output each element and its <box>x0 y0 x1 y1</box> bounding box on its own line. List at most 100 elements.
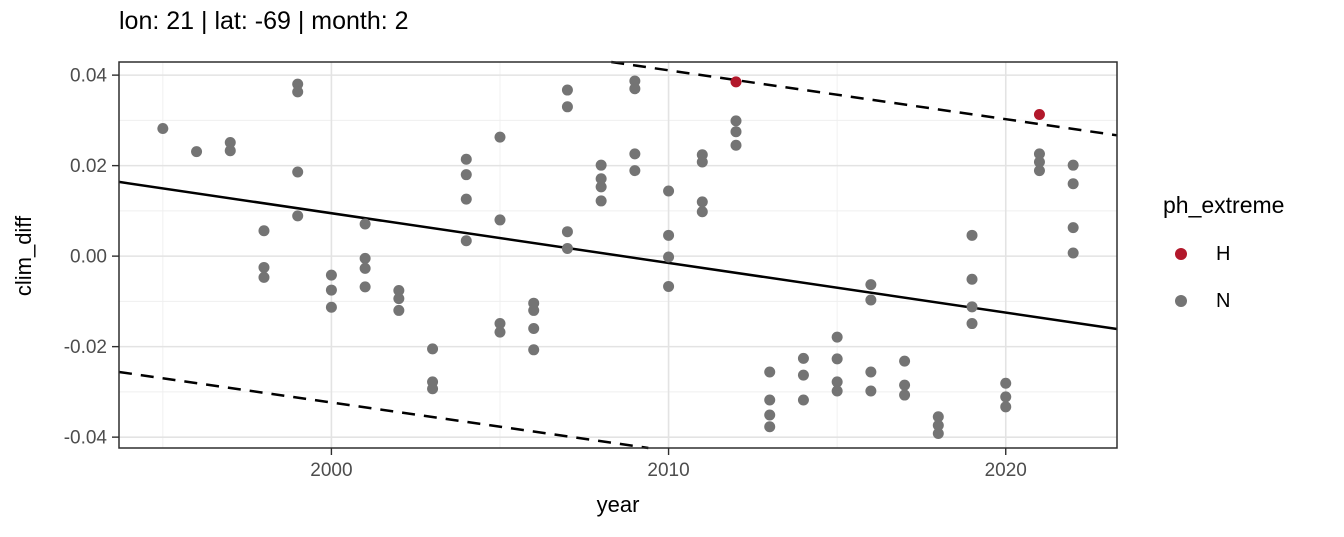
data-point-n <box>899 379 911 391</box>
data-point-n <box>494 131 506 143</box>
upper-dashed-line <box>611 60 1118 137</box>
data-point-n <box>932 411 944 423</box>
data-point-n <box>1067 178 1079 190</box>
data-point-n <box>561 84 573 96</box>
data-point-n <box>831 331 843 343</box>
data-point-n <box>292 210 304 222</box>
data-point-n <box>460 153 472 165</box>
data-point-n <box>966 301 978 313</box>
data-point-n <box>359 262 371 274</box>
data-point-n <box>561 226 573 238</box>
x-axis-title: year <box>596 492 640 517</box>
y-axis-title: clim_diff <box>11 215 36 297</box>
data-point-n <box>932 428 944 440</box>
data-point-n <box>764 366 776 378</box>
data-point-n <box>663 251 675 263</box>
y-tick-label: -0.02 <box>64 337 107 358</box>
data-point-n <box>325 301 337 313</box>
data-point-n <box>730 139 742 151</box>
data-point-n <box>629 75 641 87</box>
data-point-n <box>1033 148 1045 160</box>
data-point-n <box>730 126 742 138</box>
data-point-n <box>157 123 169 135</box>
data-point-n <box>494 326 506 338</box>
data-point-n <box>595 173 607 185</box>
data-point-n <box>561 242 573 254</box>
data-point-n <box>224 145 236 157</box>
data-point-n <box>663 185 675 197</box>
data-point-n <box>561 101 573 113</box>
data-point-n <box>696 156 708 168</box>
y-tick-label: 0.04 <box>70 66 107 87</box>
x-tick-label: 2000 <box>310 460 352 481</box>
data-point-n <box>494 318 506 330</box>
data-point-n <box>393 285 405 297</box>
data-point-n <box>663 229 675 241</box>
data-point-n <box>494 214 506 226</box>
data-point-n <box>696 196 708 208</box>
data-point-n <box>797 352 809 364</box>
data-point-n <box>629 83 641 95</box>
data-point-n <box>460 169 472 181</box>
panel-border <box>118 61 1118 449</box>
data-point-n <box>730 115 742 127</box>
data-point-n <box>528 323 540 335</box>
lower-dashed-line <box>118 370 649 450</box>
data-point-n <box>292 166 304 178</box>
data-point-n <box>359 218 371 230</box>
data-point-n <box>899 355 911 367</box>
data-point-n <box>764 409 776 421</box>
data-point-n <box>224 137 236 149</box>
data-point-n <box>865 385 877 397</box>
y-tick-label: 0.00 <box>70 247 107 268</box>
data-point-n <box>629 165 641 177</box>
data-point-n <box>258 225 270 237</box>
data-point-n <box>764 421 776 433</box>
data-point-n <box>359 281 371 293</box>
data-point-n <box>1067 159 1079 171</box>
data-point-n <box>460 193 472 205</box>
data-point-n <box>966 318 978 330</box>
data-point-n <box>427 343 439 355</box>
data-point-n <box>1000 401 1012 413</box>
data-point-n <box>831 376 843 388</box>
data-point-n <box>1000 377 1012 389</box>
data-point-n <box>359 252 371 264</box>
data-point-n <box>191 146 203 158</box>
x-tick-label: 2010 <box>647 460 689 481</box>
data-point-n <box>325 284 337 296</box>
data-point-n <box>932 419 944 431</box>
data-point-n <box>865 294 877 306</box>
y-tick-label: -0.04 <box>64 428 108 449</box>
data-point-n <box>1033 156 1045 168</box>
data-point-n <box>831 353 843 365</box>
data-point-n <box>325 269 337 281</box>
data-point-n <box>696 206 708 218</box>
data-point-n <box>797 369 809 381</box>
data-point-n <box>764 394 776 406</box>
data-point-n <box>966 229 978 241</box>
data-point-n <box>460 235 472 247</box>
data-point-n <box>966 273 978 285</box>
data-point-h <box>730 76 742 88</box>
data-point-n <box>393 293 405 305</box>
data-point-n <box>427 383 439 395</box>
data-point-n <box>595 159 607 171</box>
data-point-n <box>292 78 304 90</box>
data-point-n <box>258 261 270 273</box>
data-point-n <box>629 148 641 160</box>
data-point-n <box>1033 165 1045 177</box>
data-point-n <box>797 394 809 406</box>
data-point-n <box>899 389 911 401</box>
data-point-n <box>831 385 843 397</box>
data-point-n <box>528 344 540 356</box>
data-point-n <box>292 86 304 98</box>
data-point-n <box>393 304 405 316</box>
data-point-h <box>1033 108 1045 120</box>
data-point-n <box>595 181 607 193</box>
y-tick-label: 0.02 <box>70 156 107 177</box>
data-point-n <box>595 195 607 207</box>
data-point-n <box>865 366 877 378</box>
